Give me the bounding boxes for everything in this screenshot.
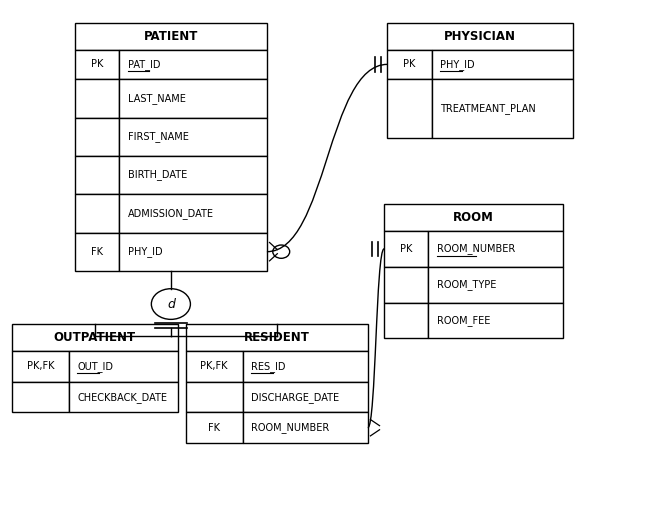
- Text: d: d: [167, 297, 175, 311]
- Text: TREATMEANT_PLAN: TREATMEANT_PLAN: [440, 103, 536, 114]
- Bar: [384, 231, 428, 267]
- Text: PK,FK: PK,FK: [27, 361, 54, 371]
- Bar: [387, 23, 573, 50]
- Text: RES_ID: RES_ID: [251, 361, 286, 372]
- Text: ROOM_NUMBER: ROOM_NUMBER: [437, 243, 515, 254]
- Bar: [12, 324, 178, 351]
- Bar: [428, 267, 563, 303]
- Bar: [432, 79, 573, 138]
- Bar: [119, 194, 267, 233]
- Bar: [119, 156, 267, 194]
- Text: PK: PK: [400, 244, 413, 254]
- Text: PHY_ID: PHY_ID: [440, 59, 475, 70]
- Text: DISCHARGE_DATE: DISCHARGE_DATE: [251, 391, 339, 403]
- Bar: [75, 50, 119, 79]
- Text: FIRST_NAME: FIRST_NAME: [128, 131, 189, 142]
- Bar: [119, 233, 267, 271]
- Text: PAT_ID: PAT_ID: [128, 59, 160, 70]
- Text: FK: FK: [208, 423, 220, 433]
- Text: PATIENT: PATIENT: [144, 30, 198, 43]
- Bar: [432, 50, 573, 79]
- Bar: [243, 412, 368, 443]
- Bar: [428, 231, 563, 267]
- Bar: [69, 382, 178, 412]
- Bar: [119, 79, 267, 118]
- Bar: [243, 351, 368, 382]
- Bar: [75, 23, 267, 50]
- Bar: [384, 267, 428, 303]
- Text: PK: PK: [90, 59, 104, 69]
- Bar: [119, 118, 267, 156]
- Bar: [186, 412, 243, 443]
- Text: BIRTH_DATE: BIRTH_DATE: [128, 170, 187, 180]
- Bar: [75, 156, 119, 194]
- Bar: [75, 79, 119, 118]
- Text: LAST_NAME: LAST_NAME: [128, 93, 186, 104]
- Bar: [75, 194, 119, 233]
- Text: OUTPATIENT: OUTPATIENT: [53, 331, 136, 344]
- Text: ROOM: ROOM: [453, 211, 494, 224]
- Bar: [186, 382, 243, 412]
- Text: ROOM_TYPE: ROOM_TYPE: [437, 279, 496, 290]
- Text: OUT_ID: OUT_ID: [77, 361, 113, 372]
- Bar: [69, 351, 178, 382]
- Bar: [75, 118, 119, 156]
- Bar: [387, 50, 432, 79]
- Bar: [384, 303, 428, 338]
- Bar: [186, 324, 368, 351]
- Bar: [75, 233, 119, 271]
- Text: ROOM_NUMBER: ROOM_NUMBER: [251, 422, 329, 433]
- Text: ROOM_FEE: ROOM_FEE: [437, 315, 490, 326]
- Bar: [12, 382, 69, 412]
- Text: PHYSICIAN: PHYSICIAN: [444, 30, 516, 43]
- Text: CHECKBACK_DATE: CHECKBACK_DATE: [77, 391, 167, 403]
- Text: RESIDENT: RESIDENT: [243, 331, 310, 344]
- Text: PK: PK: [403, 59, 416, 69]
- Text: PK,FK: PK,FK: [201, 361, 228, 371]
- Text: ADMISSION_DATE: ADMISSION_DATE: [128, 208, 214, 219]
- Bar: [119, 50, 267, 79]
- Text: FK: FK: [91, 247, 103, 257]
- Bar: [384, 204, 563, 231]
- Bar: [428, 303, 563, 338]
- Bar: [387, 79, 432, 138]
- Bar: [243, 382, 368, 412]
- Text: PHY_ID: PHY_ID: [128, 246, 162, 257]
- Bar: [186, 351, 243, 382]
- Bar: [12, 351, 69, 382]
